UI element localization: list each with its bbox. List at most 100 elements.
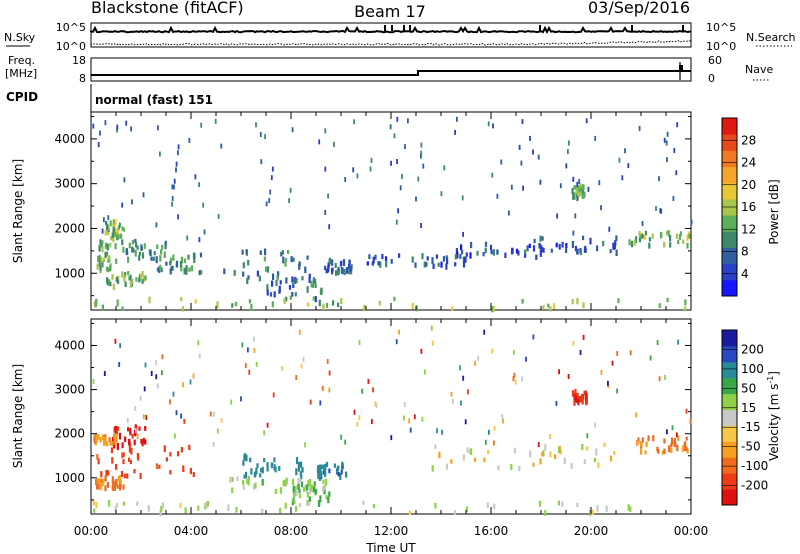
data-cell — [291, 501, 294, 506]
data-cell — [643, 234, 646, 240]
data-cell — [254, 482, 257, 489]
data-cell — [492, 249, 495, 256]
data-cell — [285, 477, 288, 485]
data-cell — [106, 258, 110, 263]
data-cell — [559, 449, 562, 455]
data-cell — [256, 463, 259, 469]
data-cell — [124, 281, 127, 288]
data-cell — [111, 232, 114, 238]
data-cell — [605, 505, 608, 512]
noise-cell — [666, 157, 668, 163]
data-cell — [118, 475, 121, 481]
noise-cell — [328, 224, 331, 230]
data-cell — [134, 249, 137, 257]
data-cell — [112, 235, 115, 243]
data-cell — [313, 486, 316, 493]
data-cell — [299, 478, 302, 483]
data-cell — [549, 451, 552, 458]
data-cell — [455, 248, 458, 255]
noise-cell — [462, 231, 464, 237]
data-cell — [181, 306, 185, 312]
data-cell — [310, 280, 313, 288]
noise-cell — [512, 349, 515, 355]
data-cell — [299, 471, 302, 476]
data-cell — [362, 500, 365, 505]
y-tick-label: 2000 — [54, 221, 85, 235]
power-y-ticks: 1000 2000 3000 4000 — [54, 115, 691, 297]
noise-cell — [327, 193, 329, 199]
noise-cell — [217, 213, 220, 219]
x-tick-label: 20:00 — [574, 524, 609, 538]
data-cell — [342, 260, 345, 266]
data-cell — [517, 250, 520, 256]
data-cell — [124, 436, 127, 443]
noise-cell — [291, 127, 294, 133]
data-cell — [109, 263, 112, 270]
data-cell — [105, 266, 109, 272]
x-tick-label: 08:00 — [274, 524, 309, 538]
data-cell — [244, 453, 247, 458]
data-cell — [121, 306, 124, 311]
data-cell — [529, 450, 532, 458]
data-cell — [521, 298, 524, 304]
data-cell — [117, 275, 120, 281]
data-cell — [95, 434, 99, 441]
data-cell — [164, 242, 167, 250]
freq-unit: [MHz] — [5, 67, 37, 80]
data-cell — [256, 270, 259, 277]
data-cell — [255, 467, 258, 475]
noise-cell — [618, 157, 621, 163]
noise-cell — [393, 133, 396, 139]
colorbar-swatch — [722, 247, 737, 265]
data-cell — [117, 426, 120, 431]
data-cell — [573, 398, 576, 406]
y-tick-label: 1000 — [54, 471, 85, 485]
data-cell — [320, 470, 323, 477]
noise-cell — [177, 144, 180, 150]
data-cell — [272, 273, 275, 281]
data-cell — [258, 275, 261, 282]
data-cell — [328, 491, 331, 497]
data-cell — [532, 245, 536, 252]
data-cell — [184, 507, 187, 514]
noise-cell — [690, 219, 693, 225]
data-cell — [131, 278, 134, 284]
data-cell — [321, 464, 324, 470]
data-cell — [250, 468, 253, 475]
noise-cell — [487, 121, 490, 127]
data-cell — [128, 457, 131, 462]
noise-cell — [600, 370, 603, 375]
noise-cell — [539, 179, 542, 185]
noise-cell — [440, 191, 443, 197]
data-cell — [666, 297, 669, 303]
colorbar-tick-label: 24 — [741, 156, 756, 170]
data-cell — [126, 473, 129, 479]
data-cell — [235, 506, 238, 513]
data-cell — [311, 484, 314, 490]
noise-cell — [216, 428, 219, 434]
noise-cell — [198, 237, 201, 243]
data-cell — [234, 301, 237, 307]
data-cell — [120, 233, 123, 239]
data-cell — [295, 457, 299, 465]
noise-cell — [502, 418, 504, 424]
data-cell — [122, 452, 125, 458]
colorbar-frame — [721, 329, 738, 506]
velocity-y-axis-label: Slant Range [km] — [11, 364, 25, 468]
data-cell — [285, 296, 288, 302]
data-cell — [271, 280, 274, 287]
data-cell — [159, 510, 162, 517]
data-cell — [100, 471, 103, 478]
noise-cell — [598, 180, 601, 186]
noise-cell — [210, 411, 212, 417]
data-cell — [117, 225, 120, 231]
data-cell — [102, 440, 106, 446]
data-cell — [103, 257, 106, 263]
noise-cell — [264, 134, 266, 140]
data-cell — [593, 457, 597, 463]
data-cell — [493, 503, 496, 510]
data-cell — [579, 396, 582, 402]
noise-cell — [578, 179, 581, 184]
data-cell — [573, 185, 577, 190]
data-cell — [312, 277, 315, 284]
